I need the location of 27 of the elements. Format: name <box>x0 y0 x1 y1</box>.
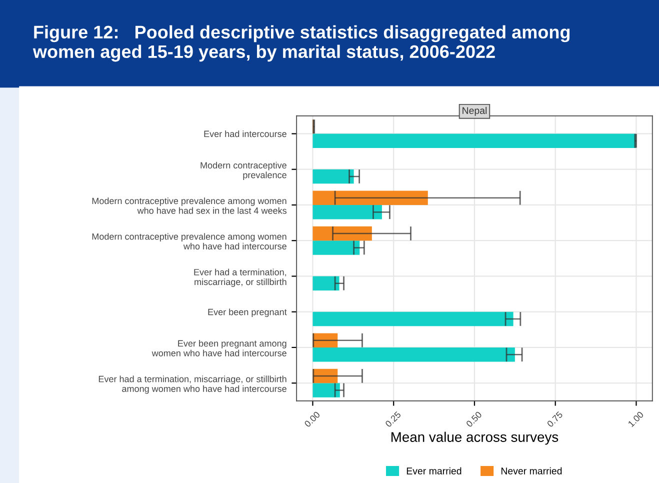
legend-label: Ever married <box>406 467 462 474</box>
x-tick-label: 0.50 <box>466 411 482 428</box>
bar <box>312 190 428 205</box>
chart-subtitle: Nepal <box>462 106 487 116</box>
x-tick-label: 0.25 <box>384 411 402 428</box>
y-tick-label: Ever had a termination, miscarriage, or stillbirth <box>194 268 286 287</box>
y-tick-label: Modern contraceptive prevalence <box>200 162 286 180</box>
bar <box>312 383 340 398</box>
bar <box>312 347 515 362</box>
bar <box>312 226 372 241</box>
y-tick-label: Ever had intercourse <box>204 130 286 138</box>
bar <box>312 276 340 290</box>
y-tick-label: Ever been pregnant among women who have had intercourse <box>152 340 286 356</box>
y-tick-label: Modern contraceptive prevalence among women who have had sex in the last 4 weeks <box>92 197 287 214</box>
legend-label: Never married <box>501 467 562 474</box>
x-tick-label: 0.75 <box>546 411 564 428</box>
bar <box>312 134 636 148</box>
chart-title: Figure 12: Pooled descriptive statistics disaggregated among women aged 15-19 years, by marital status, 2006-2022 <box>32 25 570 62</box>
y-tick-label: Ever had a termination, miscarriage, or stillbirth among women who have had intercourse <box>98 376 286 394</box>
y-tick-label: Modern contraceptive prevalence among women who have had intercourse <box>92 233 286 250</box>
bar <box>312 240 360 255</box>
y-tick-label: Ever been pregnant <box>208 308 287 317</box>
bar <box>312 204 382 220</box>
x-axis-title: Mean value across surveys <box>391 432 558 445</box>
bar <box>312 169 354 184</box>
bar <box>312 312 514 326</box>
x-tick-label: 0.00 <box>304 411 320 428</box>
